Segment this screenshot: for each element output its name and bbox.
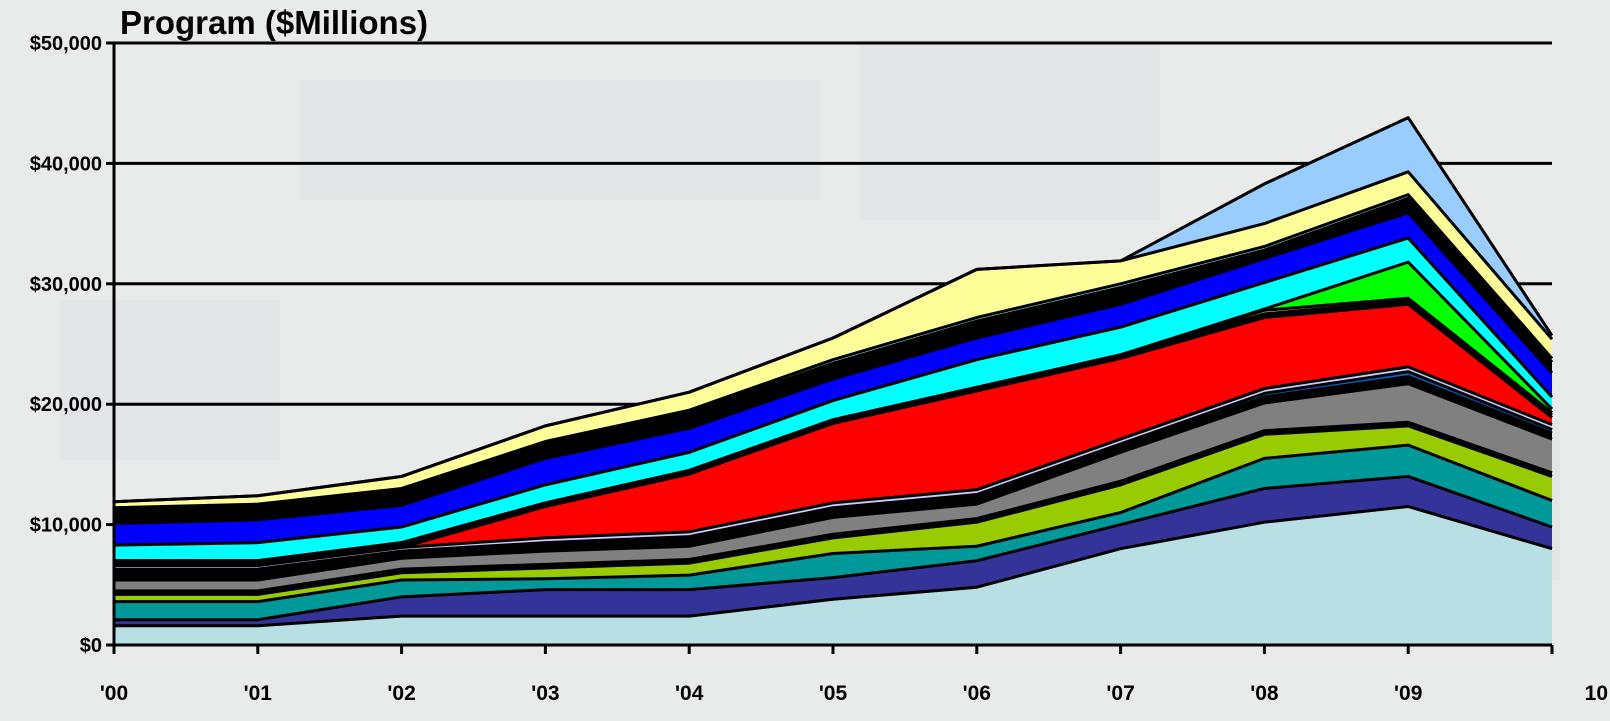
series-boundary <box>114 505 1553 628</box>
x-tick-labels: '00 '01 '02 '03 '04 '05 '06 '07 '08 '09 10 <box>100 682 1608 705</box>
x-tick-label: '05 <box>819 682 848 705</box>
series-area <box>114 171 1552 508</box>
series-boundary <box>113 196 1554 512</box>
series-area <box>114 425 1552 602</box>
y-tick-label: $0 <box>80 635 102 657</box>
series-area <box>114 117 1552 502</box>
series-boundary <box>114 424 1553 596</box>
y-tick-label: $50,000 <box>30 33 102 55</box>
x-tick-label: '07 <box>1106 682 1134 705</box>
x-tick-label: '01 <box>244 682 273 705</box>
series-boundary <box>114 370 1553 571</box>
series-boundary <box>114 260 1554 563</box>
x-tick-label: '00 <box>100 682 128 705</box>
y-tick-label: $30,000 <box>30 274 102 296</box>
series-boundary <box>114 420 1553 593</box>
background-block <box>60 300 280 460</box>
series-area <box>114 304 1552 566</box>
y-tick-label: $40,000 <box>30 153 102 175</box>
series-boundary <box>113 116 1554 504</box>
y-tick-label: $10,000 <box>30 515 102 537</box>
y-tick-label: $20,000 <box>30 394 102 416</box>
series-area <box>114 198 1552 524</box>
x-tick-label: '02 <box>387 682 415 705</box>
x-tick-label: 10 <box>1585 682 1608 705</box>
series-boundaries <box>113 116 1554 628</box>
background-block <box>300 80 820 200</box>
series-boundary <box>113 236 1554 547</box>
series-area <box>114 262 1552 561</box>
series-boundary <box>113 211 1554 525</box>
series-boundary <box>114 474 1553 622</box>
axes <box>106 41 1554 654</box>
series-boundary <box>113 193 1554 510</box>
series-boundary <box>114 443 1553 604</box>
x-tick-label: '03 <box>531 682 559 705</box>
y-tick-labels: $0 $10,000 $20,000 $30,000 $40,000 $50,000 <box>30 33 102 657</box>
x-tick-label: '06 <box>963 682 991 705</box>
background-block <box>860 40 1160 220</box>
series-boundary <box>114 382 1553 582</box>
chart-title: Program ($Millions) <box>120 4 429 41</box>
series-area <box>114 383 1552 591</box>
x-tick-label: '08 <box>1250 682 1279 705</box>
x-tick-label: '04 <box>675 682 704 705</box>
series-area <box>114 476 1552 626</box>
series-area <box>114 445 1552 620</box>
series-area <box>114 238 1552 561</box>
series-area <box>114 506 1552 645</box>
x-tick-label: '09 <box>1394 682 1422 705</box>
series-boundary <box>114 302 1553 568</box>
